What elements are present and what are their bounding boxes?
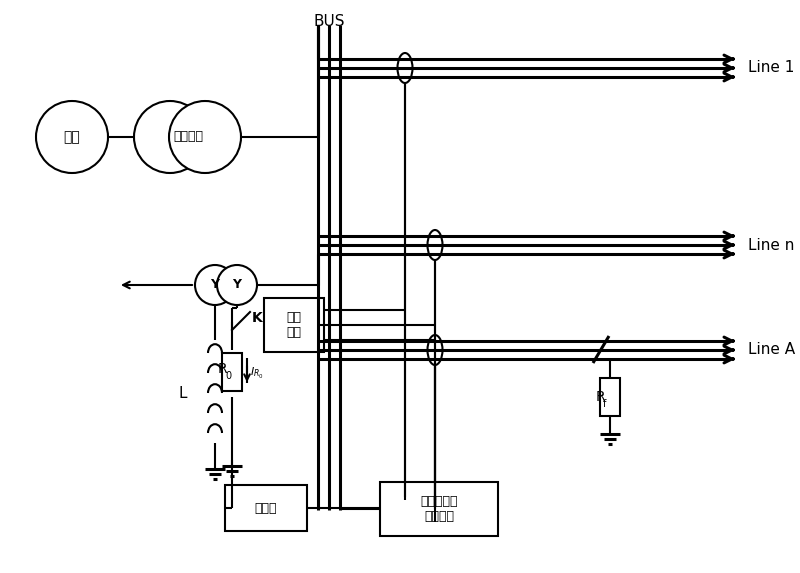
Circle shape [36,101,108,173]
Circle shape [217,265,257,305]
Circle shape [169,101,241,173]
Ellipse shape [427,230,442,260]
Circle shape [134,101,206,173]
Text: 控制器: 控制器 [254,501,278,515]
Text: BUS: BUS [314,14,345,29]
Ellipse shape [427,335,442,365]
Text: R: R [596,390,606,404]
Bar [380,482,498,536]
Text: $I_{R_0}$: $I_{R_0}$ [250,366,264,380]
Bar [222,353,242,391]
Bar [264,298,324,352]
Circle shape [195,265,235,305]
Text: Y: Y [210,278,219,292]
Text: Y: Y [233,278,242,292]
Text: Line n: Line n [748,237,794,253]
Text: f: f [603,399,606,409]
Text: 小电流接地
选线装置: 小电流接地 选线装置 [420,495,458,523]
Text: K: K [252,311,262,325]
Ellipse shape [398,53,413,83]
Text: Line A: Line A [748,343,795,358]
Text: 0: 0 [225,371,231,381]
Bar [600,378,620,416]
Text: R: R [218,362,228,376]
Text: 电网: 电网 [64,130,80,144]
Text: Line 1: Line 1 [748,61,794,76]
Text: 主变压器: 主变压器 [173,131,203,143]
Bar [225,485,307,531]
Text: L: L [178,386,187,401]
Text: 采样
装置: 采样 装置 [286,311,302,339]
